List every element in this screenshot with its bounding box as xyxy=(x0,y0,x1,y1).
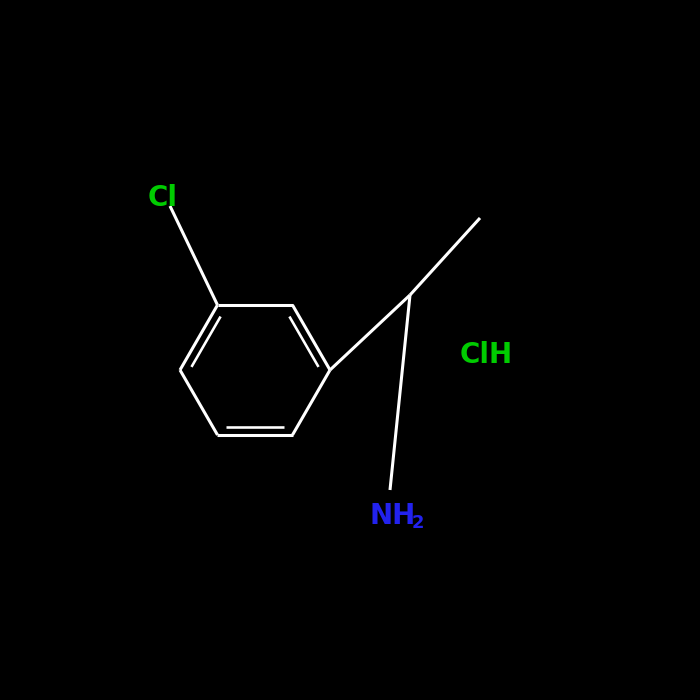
Text: ClH: ClH xyxy=(460,341,513,369)
Text: NH: NH xyxy=(370,502,416,530)
Text: Cl: Cl xyxy=(148,184,178,212)
Text: 2: 2 xyxy=(412,514,424,532)
